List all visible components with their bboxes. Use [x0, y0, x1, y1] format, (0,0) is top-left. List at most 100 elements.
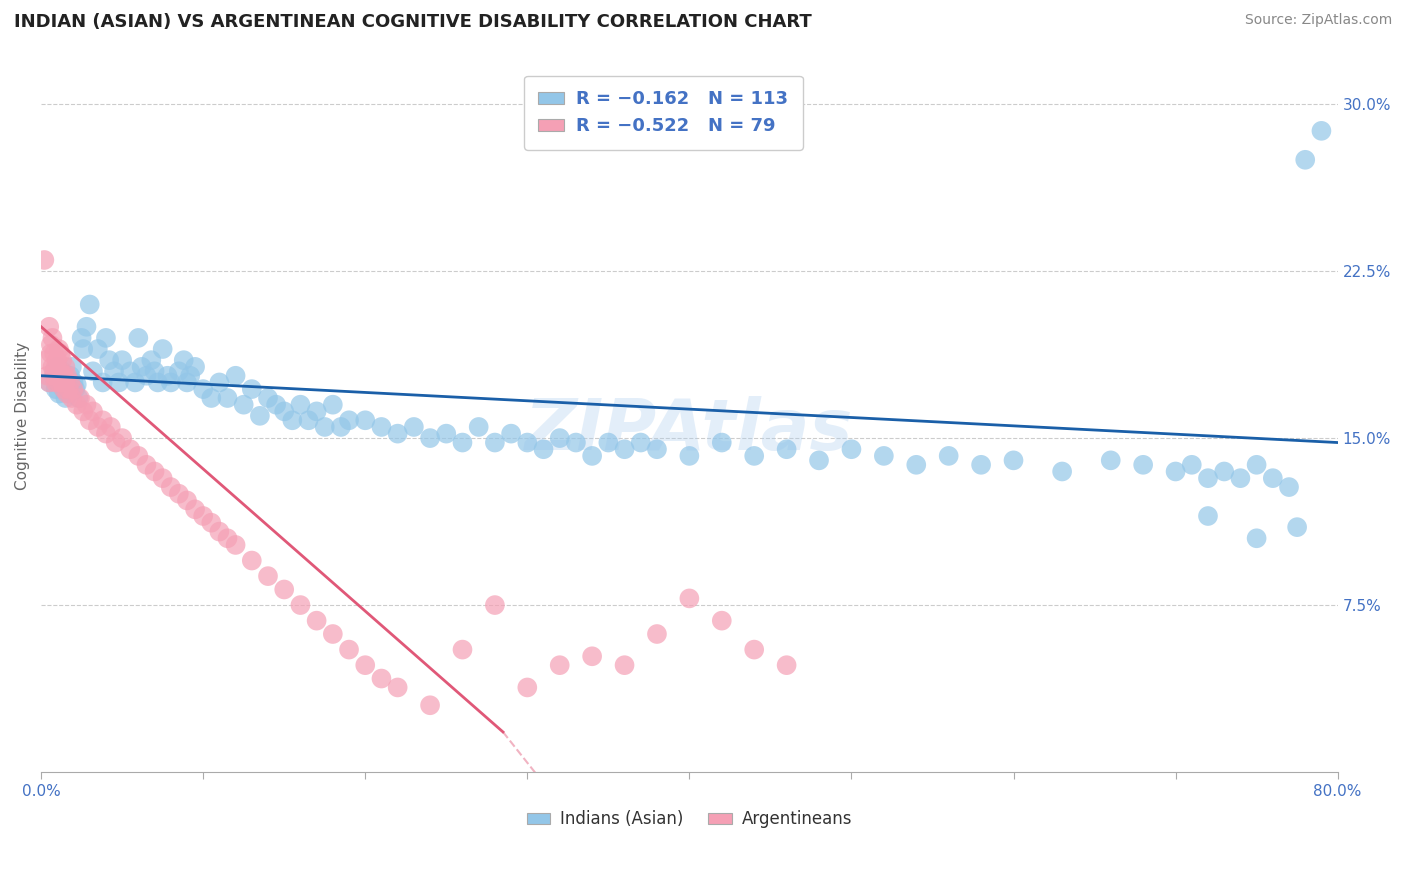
Point [37, 368, 59, 383]
Point [167, 364, 190, 378]
Point [217, 531, 239, 545]
Point [52, 382, 75, 396]
Point [67, 391, 90, 405]
Point [52, 382, 75, 396]
Point [143, 465, 166, 479]
Point [46, 368, 69, 383]
Point [419, 698, 441, 713]
Point [225, 368, 247, 383]
Point [45, 376, 67, 390]
Point [51, 376, 73, 390]
Point [1246, 458, 1268, 472]
Point [225, 538, 247, 552]
Point [143, 364, 166, 378]
Point [34, 252, 56, 267]
Point [46, 368, 69, 383]
Point [678, 449, 700, 463]
Point [354, 658, 377, 673]
Point [516, 681, 538, 695]
Point [273, 404, 295, 418]
Point [159, 480, 181, 494]
Point [645, 442, 668, 457]
Point [179, 368, 201, 383]
Point [104, 435, 127, 450]
Point [45, 359, 67, 374]
Point [484, 598, 506, 612]
Point [337, 642, 360, 657]
Point [58, 386, 80, 401]
Point [176, 493, 198, 508]
Point [484, 435, 506, 450]
Point [55, 368, 77, 383]
Point [69, 391, 91, 405]
Point [193, 508, 215, 523]
Point [49, 373, 72, 387]
Point [451, 435, 474, 450]
Point [742, 449, 765, 463]
Point [314, 420, 336, 434]
Point [159, 376, 181, 390]
Point [76, 398, 98, 412]
Point [48, 386, 70, 401]
Point [337, 413, 360, 427]
Point [59, 368, 82, 383]
Point [56, 373, 79, 387]
Point [1246, 531, 1268, 545]
Point [1132, 458, 1154, 472]
Point [193, 382, 215, 396]
Point [62, 376, 84, 390]
Text: INDIAN (ASIAN) VS ARGENTINEAN COGNITIVE DISABILITY CORRELATION CHART: INDIAN (ASIAN) VS ARGENTINEAN COGNITIVE … [14, 13, 811, 31]
Point [173, 353, 195, 368]
Point [1050, 465, 1073, 479]
Point [710, 614, 733, 628]
Point [467, 420, 489, 434]
Point [70, 331, 93, 345]
Point [297, 413, 319, 427]
Point [613, 442, 636, 457]
Point [240, 553, 263, 567]
Point [49, 346, 72, 360]
Point [184, 502, 207, 516]
Point [51, 353, 73, 368]
Point [217, 391, 239, 405]
Point [100, 420, 122, 434]
Point [548, 431, 571, 445]
Point [51, 364, 73, 378]
Point [232, 398, 254, 412]
Text: Source: ZipAtlas.com: Source: ZipAtlas.com [1244, 13, 1392, 28]
Point [49, 364, 72, 378]
Point [79, 297, 101, 311]
Point [38, 376, 60, 390]
Point [501, 426, 523, 441]
Point [124, 376, 146, 390]
Point [76, 319, 98, 334]
Point [131, 359, 153, 374]
Point [257, 391, 280, 405]
Point [1002, 453, 1025, 467]
Point [387, 681, 409, 695]
Point [35, 353, 58, 368]
Point [60, 359, 83, 374]
Point [249, 409, 271, 423]
Point [775, 442, 797, 457]
Point [613, 658, 636, 673]
Point [91, 376, 114, 390]
Point [434, 426, 457, 441]
Point [387, 426, 409, 441]
Point [91, 413, 114, 427]
Point [42, 368, 65, 383]
Point [156, 368, 179, 383]
Text: ZIPAtlas: ZIPAtlas [524, 395, 853, 465]
Y-axis label: Cognitive Disability: Cognitive Disability [15, 342, 30, 490]
Point [111, 431, 134, 445]
Point [1229, 471, 1251, 485]
Point [565, 435, 588, 450]
Point [290, 398, 312, 412]
Point [184, 359, 207, 374]
Point [581, 649, 603, 664]
Point [60, 391, 83, 405]
Point [94, 426, 117, 441]
Point [402, 420, 425, 434]
Point [742, 642, 765, 657]
Point [39, 346, 62, 360]
